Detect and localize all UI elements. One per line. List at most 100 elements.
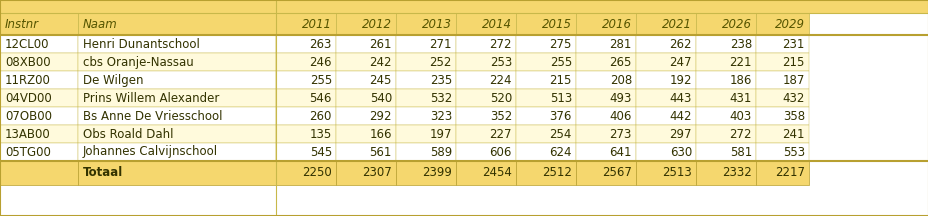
Text: 12CL00: 12CL00 (5, 38, 49, 51)
Bar (78, 13, 276, 35)
Text: 581: 581 (729, 146, 751, 159)
Text: 641: 641 (609, 146, 631, 159)
Bar (575, 35, 636, 53)
Bar (78, 89, 276, 107)
Bar (336, 35, 395, 53)
Text: 624: 624 (548, 146, 572, 159)
Bar (336, 107, 395, 125)
Bar (575, 89, 636, 107)
Text: 2567: 2567 (601, 167, 631, 179)
Bar (336, 53, 395, 71)
Text: 2454: 2454 (482, 167, 511, 179)
Text: Johannes Calvijnschool: Johannes Calvijnschool (83, 146, 218, 159)
Text: 260: 260 (309, 110, 331, 122)
Text: 406: 406 (609, 110, 631, 122)
Bar (336, 13, 395, 35)
Bar (575, 13, 636, 35)
Text: Prins Willem Alexander: Prins Willem Alexander (83, 92, 219, 105)
Bar (0, 0, 928, 13)
Text: 2513: 2513 (662, 167, 691, 179)
Bar (695, 89, 755, 107)
Bar (515, 125, 575, 143)
Bar (636, 53, 695, 71)
Text: 358: 358 (782, 110, 805, 122)
Bar (755, 71, 808, 89)
Bar (695, 143, 755, 161)
Text: De Wilgen: De Wilgen (83, 73, 143, 86)
Text: Henri Dunantschool: Henri Dunantschool (83, 38, 200, 51)
Bar (695, 13, 755, 35)
Bar (575, 107, 636, 125)
Bar (0, 107, 78, 125)
Bar (336, 125, 395, 143)
Bar (336, 143, 395, 161)
Text: 253: 253 (489, 56, 511, 68)
Text: 2016: 2016 (601, 17, 631, 30)
Bar (395, 89, 456, 107)
Text: cbs Oranje-Nassau: cbs Oranje-Nassau (83, 56, 194, 68)
Bar (336, 71, 395, 89)
Text: 215: 215 (549, 73, 572, 86)
Text: 2399: 2399 (421, 167, 452, 179)
Bar (755, 89, 808, 107)
Bar (276, 71, 336, 89)
Text: 513: 513 (549, 92, 572, 105)
Text: 255: 255 (309, 73, 331, 86)
Text: 2217: 2217 (774, 167, 805, 179)
Bar (276, 35, 336, 53)
Text: 246: 246 (309, 56, 331, 68)
Text: Totaal: Totaal (83, 167, 123, 179)
Bar (395, 125, 456, 143)
Bar (695, 107, 755, 125)
Bar (276, 53, 336, 71)
Bar (78, 35, 276, 53)
Bar (456, 89, 515, 107)
Text: 2015: 2015 (541, 17, 572, 30)
Bar (695, 35, 755, 53)
Text: 2307: 2307 (362, 167, 392, 179)
Bar (456, 107, 515, 125)
Bar (336, 89, 395, 107)
Text: 187: 187 (781, 73, 805, 86)
Bar (395, 107, 456, 125)
Bar (0, 143, 78, 161)
Bar (0, 89, 78, 107)
Bar (456, 71, 515, 89)
Bar (78, 107, 276, 125)
Bar (0, 13, 78, 35)
Text: 323: 323 (430, 110, 452, 122)
Text: 208: 208 (609, 73, 631, 86)
Text: 2332: 2332 (721, 167, 751, 179)
Text: 04VD00: 04VD00 (5, 92, 52, 105)
Text: 272: 272 (728, 127, 751, 140)
Bar (515, 107, 575, 125)
Text: 135: 135 (309, 127, 331, 140)
Bar (755, 161, 808, 185)
Bar (0, 53, 78, 71)
Text: 432: 432 (781, 92, 805, 105)
Text: 08XB00: 08XB00 (5, 56, 50, 68)
Bar (0, 161, 78, 185)
Text: 297: 297 (669, 127, 691, 140)
Text: 221: 221 (728, 56, 751, 68)
Text: Obs Roald Dahl: Obs Roald Dahl (83, 127, 174, 140)
Text: 443: 443 (669, 92, 691, 105)
Bar (395, 53, 456, 71)
Text: 197: 197 (429, 127, 452, 140)
Bar (336, 161, 395, 185)
Text: 2021: 2021 (662, 17, 691, 30)
Bar (276, 161, 336, 185)
Bar (636, 13, 695, 35)
Text: 493: 493 (609, 92, 631, 105)
Bar (755, 53, 808, 71)
Text: 245: 245 (369, 73, 392, 86)
Text: 254: 254 (549, 127, 572, 140)
Bar (78, 125, 276, 143)
Text: 07OB00: 07OB00 (5, 110, 52, 122)
Text: 215: 215 (781, 56, 805, 68)
Text: 247: 247 (669, 56, 691, 68)
Bar (575, 53, 636, 71)
Text: 13AB00: 13AB00 (5, 127, 51, 140)
Bar (755, 13, 808, 35)
Text: 561: 561 (369, 146, 392, 159)
